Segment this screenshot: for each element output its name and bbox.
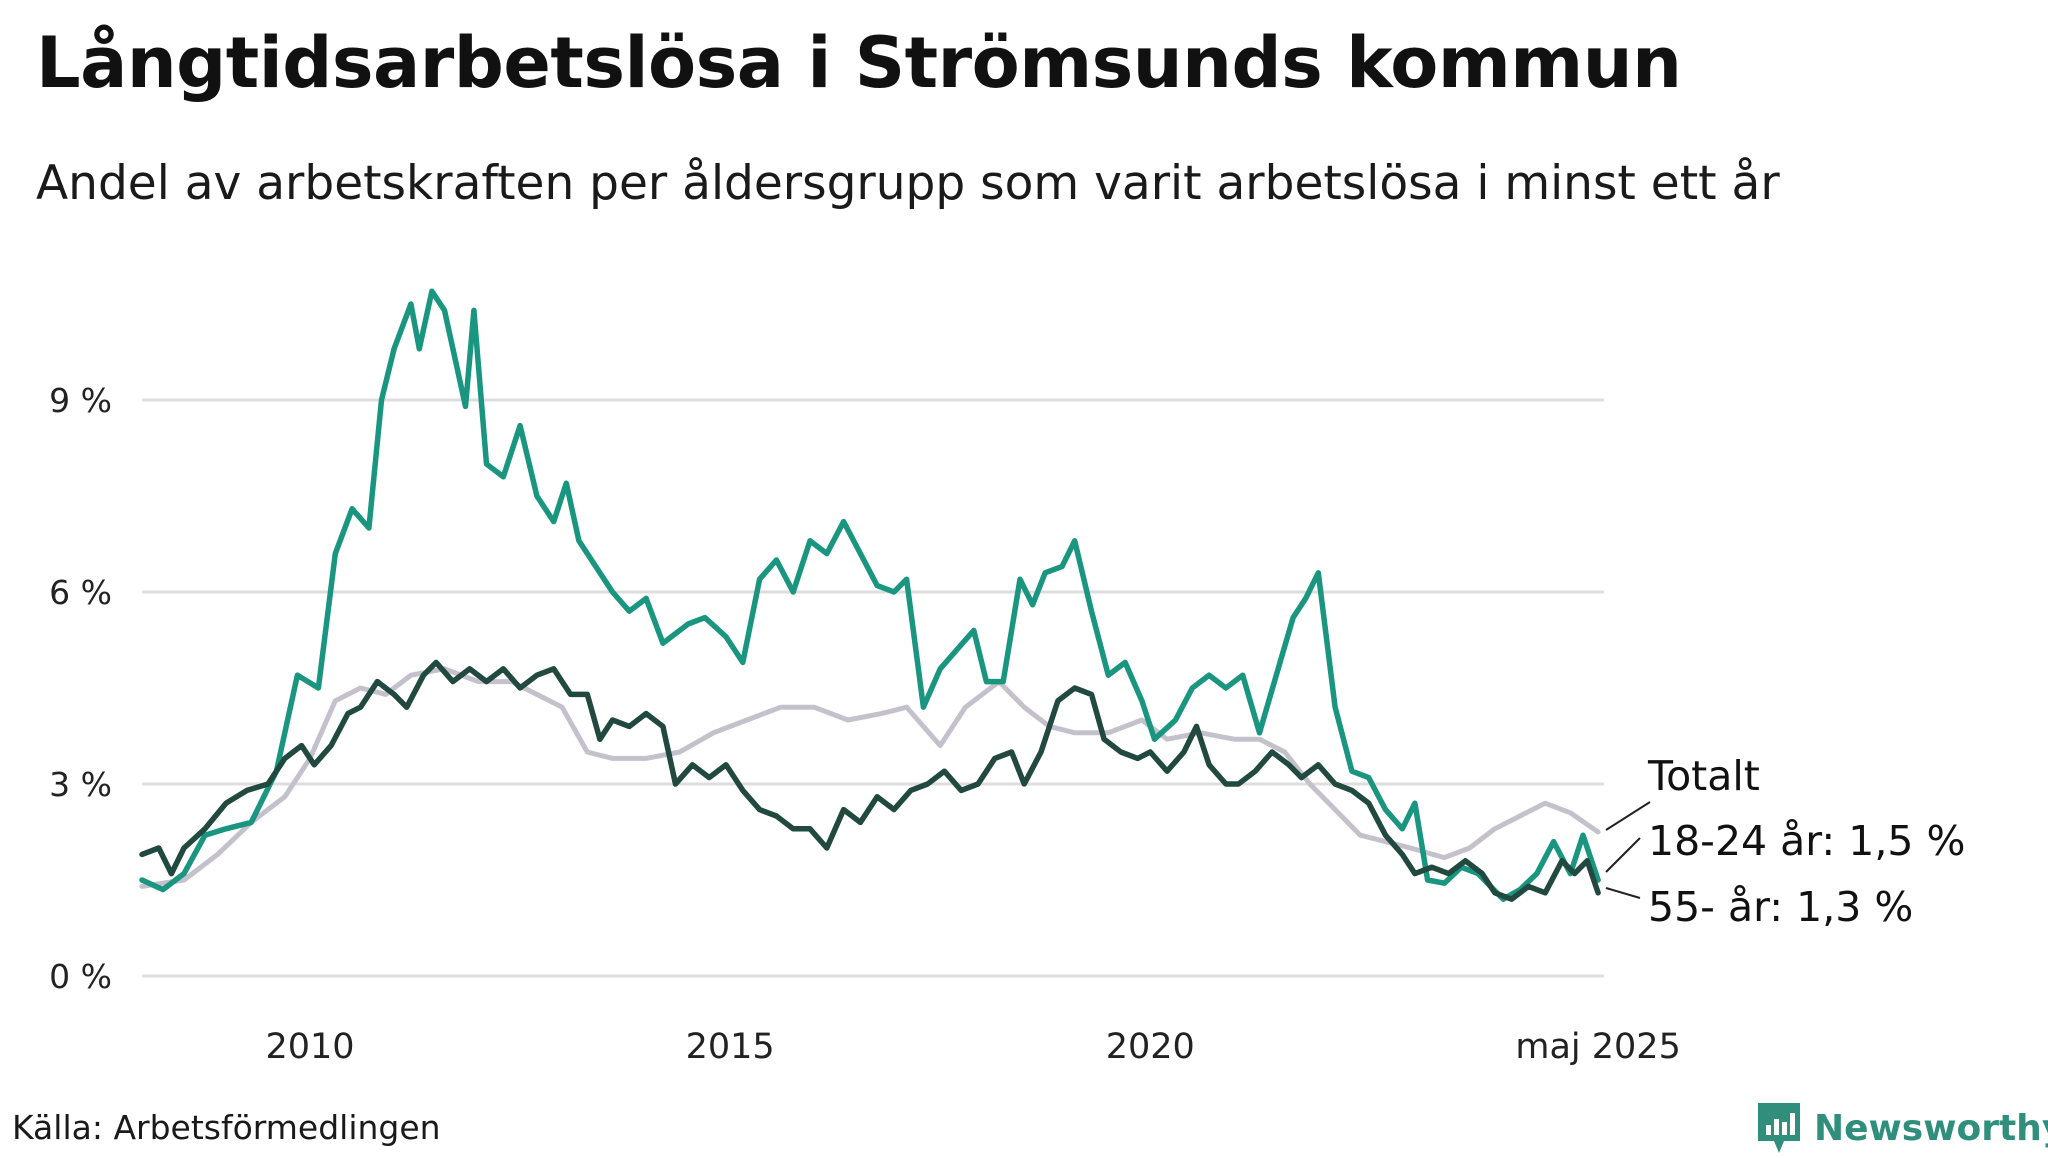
x-tick-label: maj 2025 xyxy=(1515,1027,1680,1067)
chart-subtitle: Andel av arbetskraften per åldersgrupp s… xyxy=(36,156,1780,211)
x-tick-label: 2020 xyxy=(1106,1027,1195,1067)
y-tick-label: 9 % xyxy=(49,381,112,420)
series-55-line xyxy=(139,659,1601,902)
y-tick-label: 0 % xyxy=(49,957,112,996)
x-axis: 2010 2015 2020 maj 2025 xyxy=(266,1027,1681,1067)
x-tick-label: 2010 xyxy=(266,1027,355,1067)
end-labels: Totalt 18-24 år: 1,5 % 55- år: 1,3 % xyxy=(1605,752,1965,931)
newsworthy-logo-icon xyxy=(1758,1103,1800,1153)
label-55: 55- år: 1,3 % xyxy=(1648,883,1913,931)
y-tick-label: 3 % xyxy=(49,765,112,804)
series-layer xyxy=(139,288,1601,902)
x-tick-label: 2015 xyxy=(686,1027,775,1067)
label-18-24: 18-24 år: 1,5 % xyxy=(1648,817,1965,865)
label-leader-line xyxy=(1605,887,1641,899)
chart-title: Långtidsarbetslösa i Strömsunds kommun xyxy=(36,22,1682,104)
brand-name: Newsworthy xyxy=(1814,1107,2048,1149)
label-leader-line xyxy=(1605,837,1641,873)
y-axis: 0 % 3 % 6 % 9 % xyxy=(49,381,112,996)
source-note: Källa: Arbetsförmedlingen xyxy=(12,1108,441,1147)
y-tick-label: 6 % xyxy=(49,573,112,612)
label-totalt: Totalt xyxy=(1647,752,1760,800)
brand-logo: Newsworthy xyxy=(1756,1098,2048,1158)
series-18-24-line xyxy=(139,288,1601,902)
label-leader-line xyxy=(1605,801,1651,831)
grid-layer xyxy=(142,398,1604,978)
series-totalt-line xyxy=(139,666,1601,889)
